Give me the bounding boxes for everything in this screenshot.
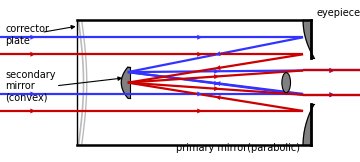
Text: primary mirror(parabolic): primary mirror(parabolic)	[176, 143, 300, 153]
Text: secondary
mirror
(convex): secondary mirror (convex)	[5, 70, 56, 103]
Text: eyepiece: eyepiece	[317, 8, 360, 18]
Polygon shape	[303, 104, 314, 145]
Polygon shape	[121, 67, 130, 98]
Ellipse shape	[282, 73, 291, 93]
Polygon shape	[303, 20, 314, 58]
Text: corrector
plate: corrector plate	[5, 24, 49, 46]
